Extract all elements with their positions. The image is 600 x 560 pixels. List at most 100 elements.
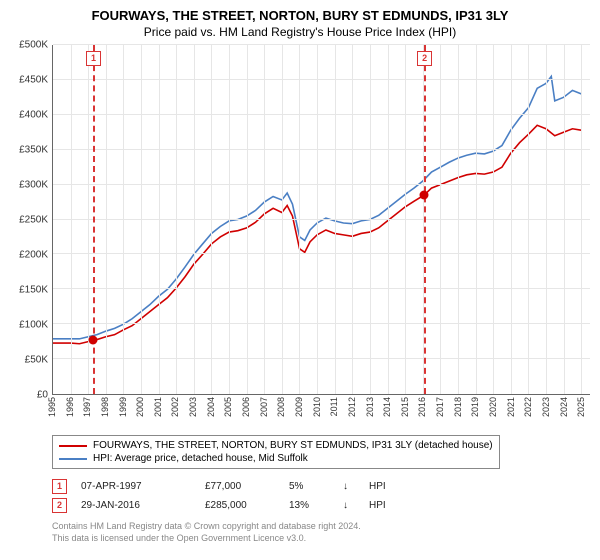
legend-swatch bbox=[59, 458, 87, 460]
x-tick-label: 2007 bbox=[259, 397, 269, 417]
legend-swatch bbox=[59, 445, 87, 447]
transaction-price: £77,000 bbox=[205, 481, 275, 492]
gridline-v bbox=[299, 45, 300, 394]
x-tick-label: 2024 bbox=[559, 397, 569, 417]
gridline-v bbox=[159, 45, 160, 394]
x-tick-label: 2010 bbox=[312, 397, 322, 417]
gridline-v bbox=[123, 45, 124, 394]
gridline-v bbox=[247, 45, 248, 394]
gridline-v bbox=[264, 45, 265, 394]
y-axis: £0£50K£100K£150K£200K£250K£300K£350K£400… bbox=[10, 45, 52, 395]
gridline-v bbox=[476, 45, 477, 394]
line-series-svg bbox=[53, 45, 590, 394]
x-tick-label: 2012 bbox=[347, 397, 357, 417]
gridline-v bbox=[564, 45, 565, 394]
gridline-v bbox=[141, 45, 142, 394]
x-tick-label: 1997 bbox=[82, 397, 92, 417]
y-tick-label: £500K bbox=[19, 40, 48, 51]
legend-label: HPI: Average price, detached house, Mid … bbox=[93, 453, 308, 464]
gridline-v bbox=[194, 45, 195, 394]
x-axis-row: 1995199619971998199920002001200220032004… bbox=[10, 397, 590, 429]
gridline-v bbox=[71, 45, 72, 394]
event-marker-dot bbox=[88, 336, 97, 345]
gridline-v bbox=[528, 45, 529, 394]
y-tick-label: £150K bbox=[19, 285, 48, 296]
gridline-v bbox=[176, 45, 177, 394]
x-tick-label: 2001 bbox=[153, 397, 163, 417]
footnote-line: This data is licensed under the Open Gov… bbox=[52, 533, 590, 545]
y-tick-label: £450K bbox=[19, 75, 48, 86]
transaction-row: 229-JAN-2016£285,00013%↓HPI bbox=[52, 496, 590, 515]
x-tick-label: 2011 bbox=[329, 397, 339, 416]
x-tick-label: 2000 bbox=[135, 397, 145, 417]
x-tick-label: 2021 bbox=[506, 397, 516, 417]
x-tick-label: 2015 bbox=[400, 397, 410, 417]
y-tick-label: £100K bbox=[19, 320, 48, 331]
x-tick-label: 2020 bbox=[488, 397, 498, 417]
legend-item: FOURWAYS, THE STREET, NORTON, BURY ST ED… bbox=[59, 439, 493, 452]
footnote: Contains HM Land Registry data © Crown c… bbox=[52, 521, 590, 544]
y-tick-label: £250K bbox=[19, 215, 48, 226]
gridline-v bbox=[511, 45, 512, 394]
gridline-h bbox=[53, 323, 590, 324]
event-marker-line bbox=[424, 45, 426, 394]
transaction-ref: HPI bbox=[369, 500, 386, 511]
x-tick-label: 1999 bbox=[118, 397, 128, 417]
y-tick-label: £200K bbox=[19, 250, 48, 261]
plot-area: 12 bbox=[52, 45, 590, 395]
gridline-v bbox=[388, 45, 389, 394]
chart-subtitle: Price paid vs. HM Land Registry's House … bbox=[10, 25, 590, 39]
chart-title: FOURWAYS, THE STREET, NORTON, BURY ST ED… bbox=[10, 8, 590, 23]
x-tick-label: 2003 bbox=[188, 397, 198, 417]
x-tick-label: 2002 bbox=[170, 397, 180, 417]
plot-row: £0£50K£100K£150K£200K£250K£300K£350K£400… bbox=[10, 45, 590, 395]
x-tick-label: 2019 bbox=[470, 397, 480, 417]
gridline-h bbox=[53, 288, 590, 289]
gridline-h bbox=[53, 79, 590, 80]
down-arrow-icon: ↓ bbox=[343, 481, 355, 492]
gridline-v bbox=[493, 45, 494, 394]
x-tick-label: 2006 bbox=[241, 397, 251, 417]
transaction-date: 07-APR-1997 bbox=[81, 481, 191, 492]
x-axis: 1995199619971998199920002001200220032004… bbox=[52, 397, 590, 429]
x-tick-label: 2013 bbox=[365, 397, 375, 417]
y-tick-label: £350K bbox=[19, 145, 48, 156]
transaction-ref: HPI bbox=[369, 481, 386, 492]
gridline-v bbox=[106, 45, 107, 394]
gridline-v bbox=[581, 45, 582, 394]
y-tick-label: £300K bbox=[19, 180, 48, 191]
event-marker-dot bbox=[420, 191, 429, 200]
x-tick-label: 1998 bbox=[100, 397, 110, 417]
x-tick-label: 1996 bbox=[65, 397, 75, 417]
legend-item: HPI: Average price, detached house, Mid … bbox=[59, 452, 493, 465]
gridline-v bbox=[370, 45, 371, 394]
x-tick-label: 2009 bbox=[294, 397, 304, 417]
x-tick-label: 2023 bbox=[541, 397, 551, 417]
y-tick-label: £400K bbox=[19, 110, 48, 121]
gridline-h bbox=[53, 114, 590, 115]
x-tick-label: 2017 bbox=[435, 397, 445, 417]
gridline-h bbox=[53, 184, 590, 185]
x-tick-label: 2016 bbox=[417, 397, 427, 417]
gridline-v bbox=[335, 45, 336, 394]
x-tick-label: 2014 bbox=[382, 397, 392, 417]
transaction-badge: 1 bbox=[52, 479, 67, 494]
gridline-h bbox=[53, 219, 590, 220]
gridline-v bbox=[352, 45, 353, 394]
transaction-pct: 5% bbox=[289, 481, 329, 492]
x-tick-label: 2018 bbox=[453, 397, 463, 417]
transaction-pct: 13% bbox=[289, 500, 329, 511]
x-tick-label: 2022 bbox=[523, 397, 533, 417]
transaction-badge: 2 bbox=[52, 498, 67, 513]
gridline-v bbox=[282, 45, 283, 394]
x-tick-label: 2025 bbox=[576, 397, 586, 417]
event-marker-badge: 1 bbox=[86, 51, 101, 66]
legend: FOURWAYS, THE STREET, NORTON, BURY ST ED… bbox=[52, 435, 500, 469]
x-tick-label: 2008 bbox=[276, 397, 286, 417]
down-arrow-icon: ↓ bbox=[343, 500, 355, 511]
gridline-v bbox=[546, 45, 547, 394]
gridline-v bbox=[440, 45, 441, 394]
gridline-v bbox=[229, 45, 230, 394]
gridline-h bbox=[53, 358, 590, 359]
gridline-v bbox=[458, 45, 459, 394]
